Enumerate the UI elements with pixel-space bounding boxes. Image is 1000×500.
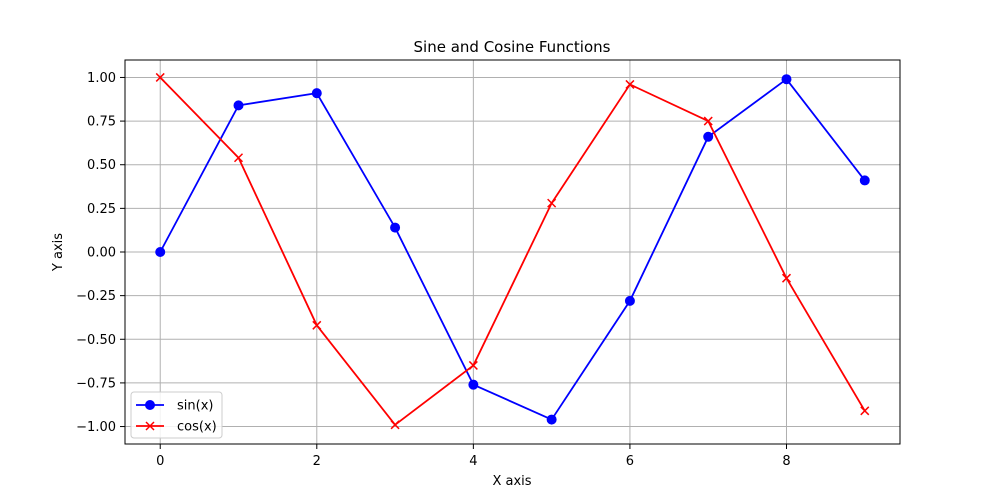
data-point-cos-x [468, 360, 478, 370]
data-point-sin-x [781, 74, 792, 85]
y-tick-label: 1.00 [87, 71, 116, 86]
legend-label: sin(x) [177, 399, 213, 414]
data-point-cos-x [312, 320, 322, 330]
legend-marker [145, 421, 155, 431]
series-line-sin-x [159, 78, 866, 421]
data-point-cos-x [155, 72, 165, 82]
y-tick-label: 0.00 [87, 246, 116, 261]
series-line-cos-x [159, 76, 866, 426]
data-point-cos-x [390, 420, 400, 430]
data-point-sin-x [859, 175, 870, 186]
data-point-sin-x [546, 414, 557, 425]
data-point-sin-x [468, 379, 479, 390]
data-point-sin-x [233, 100, 244, 111]
y-tick-label: 0.25 [87, 202, 116, 217]
x-axis-label: X axis [492, 474, 531, 489]
data-point-cos-x [547, 198, 557, 208]
y-axis-label: Y axis [51, 233, 66, 272]
data-point-sin-x [624, 295, 635, 306]
y-tick-label: 0.75 [87, 115, 116, 130]
series-sin-x [155, 74, 870, 425]
legend-label: cos(x) [177, 420, 217, 435]
data-point-sin-x [311, 88, 322, 99]
y-tick-label: −1.00 [76, 420, 116, 435]
x-tick-label: 0 [156, 454, 164, 469]
series-layer [155, 72, 870, 430]
chart-title: Sine and Cosine Functions [414, 38, 611, 56]
y-tick-label: −0.25 [76, 289, 116, 304]
legend: sin(x) cos(x) [130, 391, 223, 439]
data-point-cos-x [625, 79, 635, 89]
data-point-sin-x [155, 247, 166, 257]
x-axis: 0 2 4 6 8 [156, 444, 791, 469]
data-point-cos-x [233, 153, 244, 163]
y-tick-label: −0.50 [76, 333, 116, 348]
y-tick-label: −0.75 [76, 376, 116, 391]
y-tick-label: 0.50 [87, 158, 116, 173]
data-point-cos-x [703, 116, 713, 126]
y-axis: 1.00 0.75 0.50 0.25 0.00 −0.25 −0.50 −0.75 −1.00 [76, 71, 125, 435]
legend-entry: cos(x) [136, 420, 217, 435]
x-tick-label: 8 [782, 454, 790, 469]
grid [125, 60, 900, 444]
x-tick-label: 6 [626, 454, 634, 469]
x-tick-label: 2 [313, 454, 321, 469]
data-point-sin-x [390, 222, 401, 233]
data-point-sin-x [703, 131, 714, 142]
legend-entry: sin(x) [136, 399, 213, 414]
x-tick-label: 4 [469, 454, 477, 469]
data-point-cos-x [860, 406, 870, 416]
series-cos-x [155, 72, 870, 430]
legend-marker [145, 400, 155, 410]
data-point-cos-x [781, 273, 792, 283]
